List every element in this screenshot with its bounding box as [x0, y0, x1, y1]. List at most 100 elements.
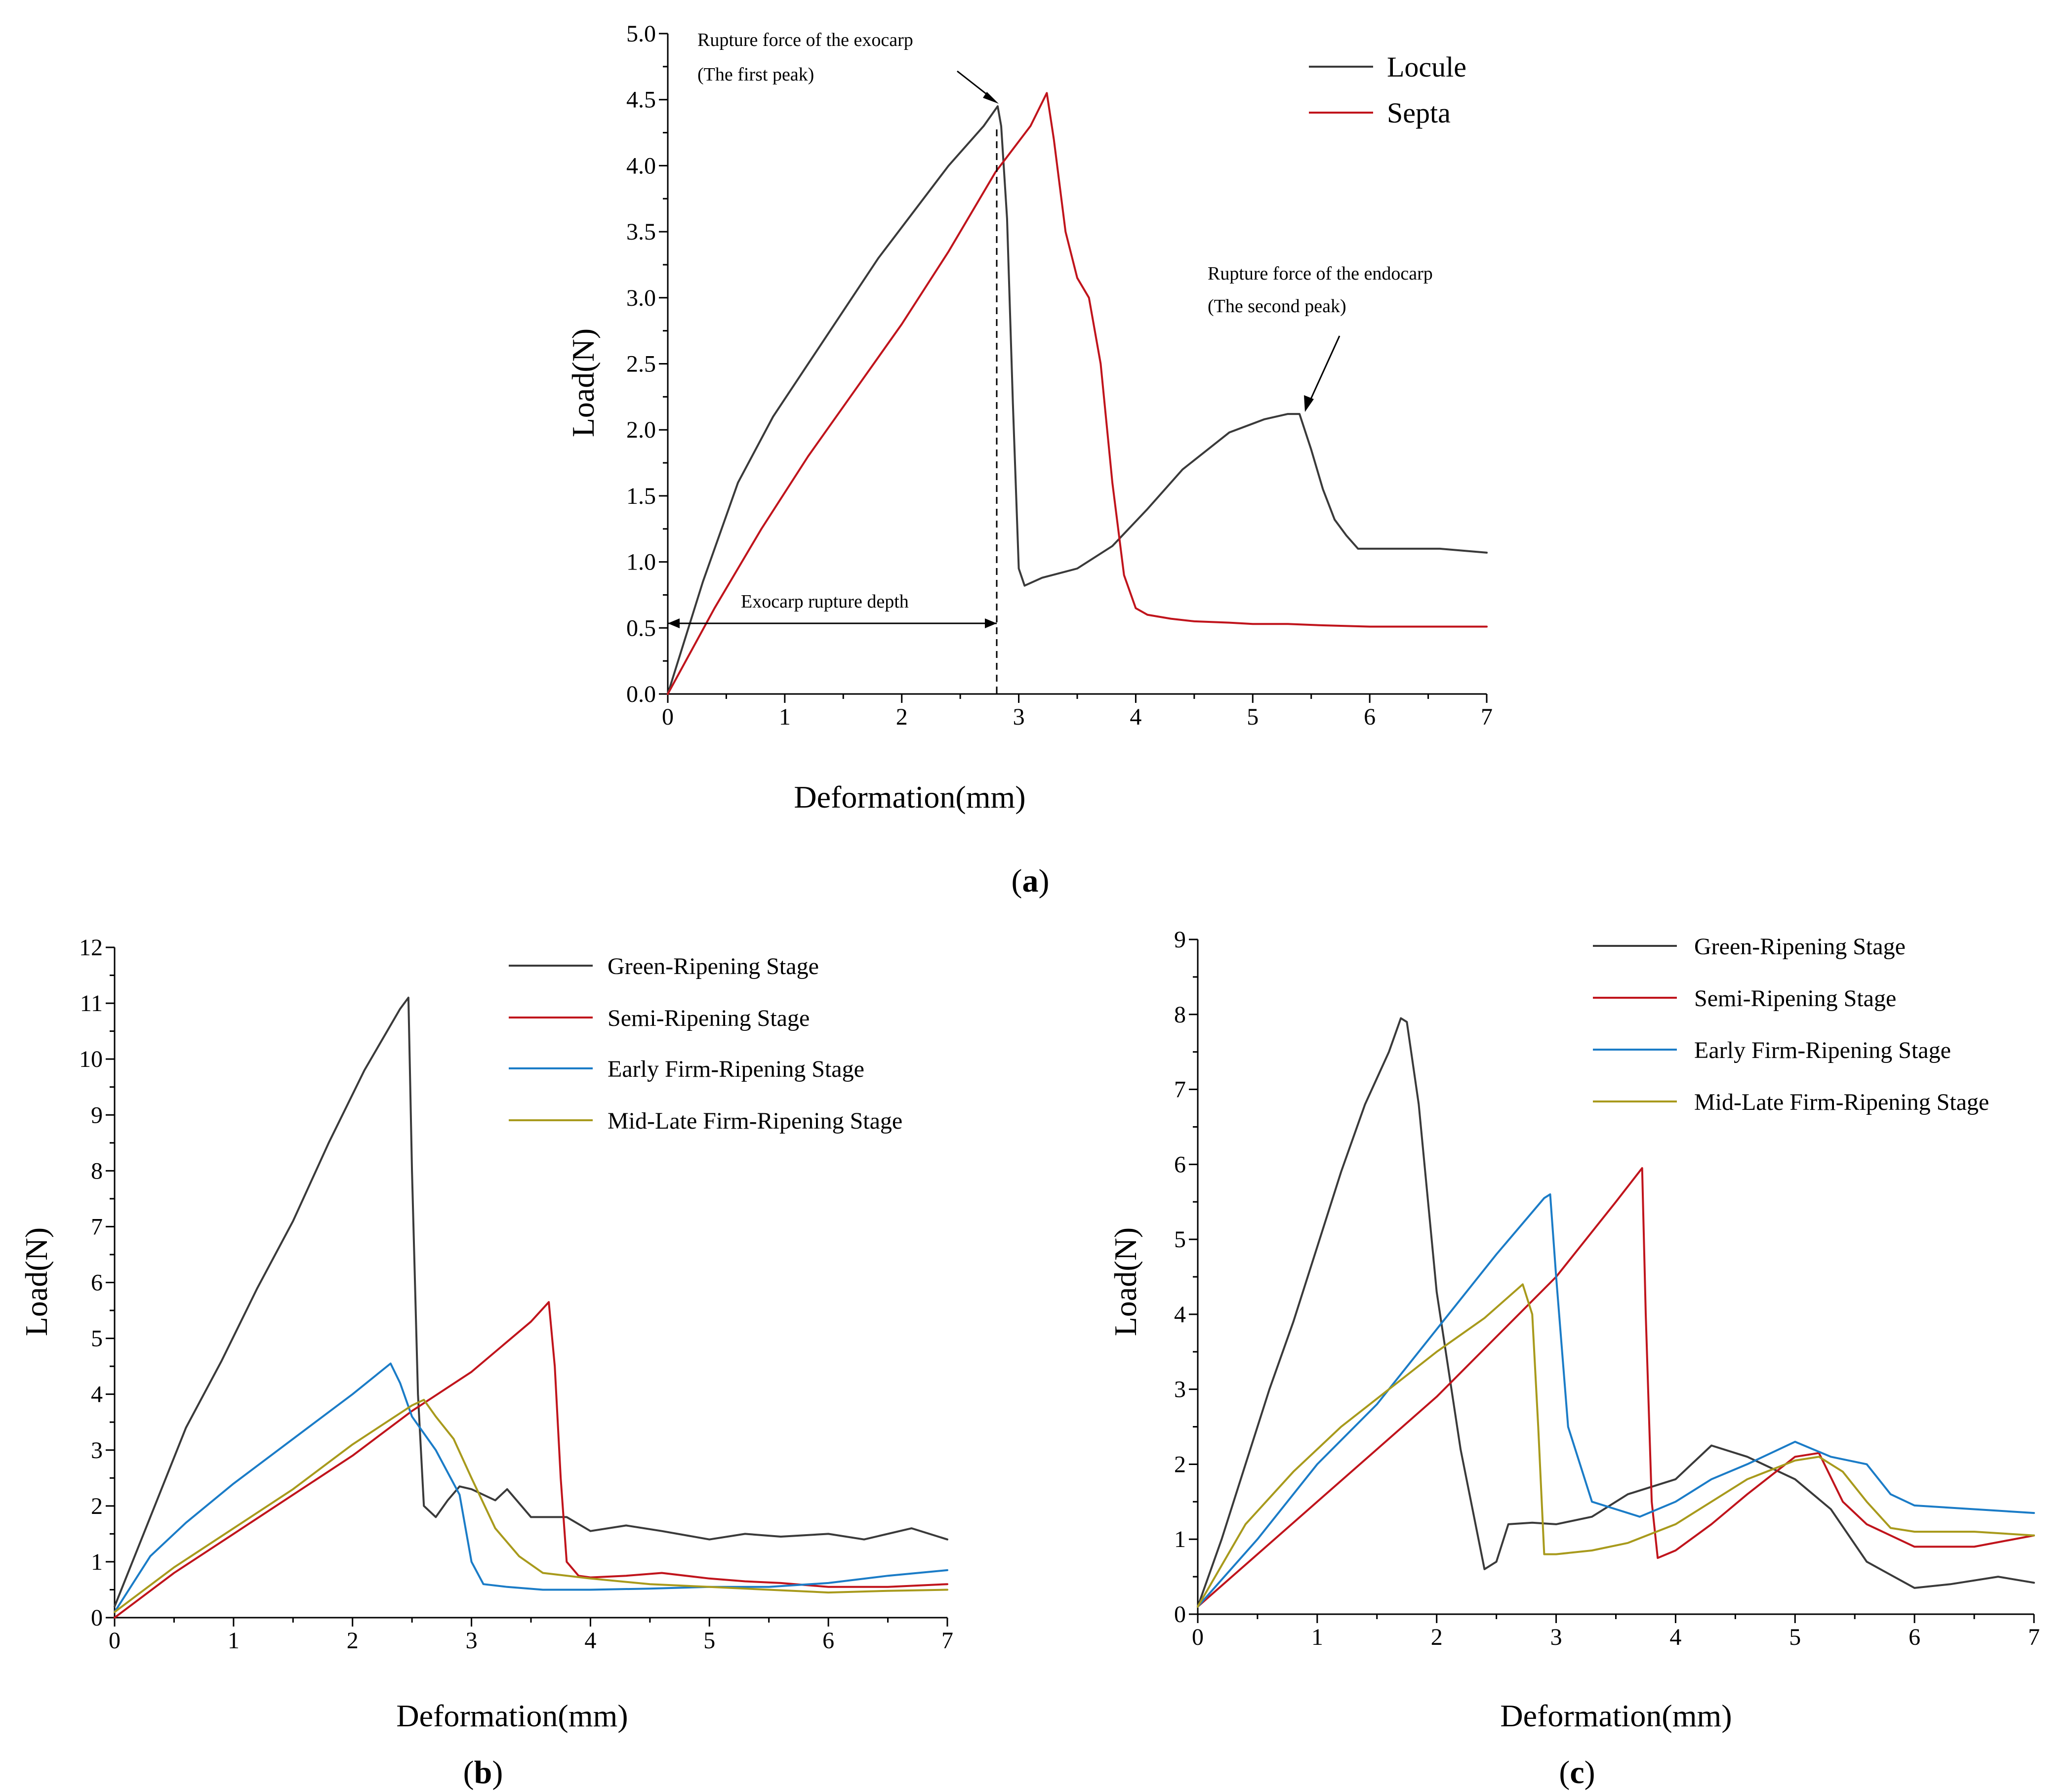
legend-label-septa: Septa: [1387, 97, 1451, 129]
y-tick-label: 10: [79, 1046, 103, 1072]
y-tick-label: 3: [1174, 1377, 1186, 1403]
x-tick-label: 4: [584, 1628, 596, 1654]
legend-label-semi: Semi-Ripening Stage: [1694, 985, 1896, 1012]
y-tick-label: 9: [91, 1102, 103, 1128]
rupture-depth-arrowhead-left: [668, 618, 680, 628]
annotation-second-peak-arrow: [1309, 335, 1341, 402]
y-tick-label: 2.0: [626, 417, 656, 443]
annotation-second-peak-line1: Rupture force of the endocarp: [1208, 263, 1433, 284]
y-tick-label: 2: [1174, 1451, 1186, 1477]
x-tick-label: 5: [703, 1628, 715, 1654]
y-tick-label: 4.5: [626, 87, 656, 113]
x-tick-label: 0: [662, 704, 674, 730]
x-tick-label: 6: [822, 1628, 834, 1654]
y-tick-label: 0.0: [626, 681, 656, 707]
y-axis-title: Load(N): [566, 328, 601, 437]
y-tick-label: 1: [1174, 1526, 1186, 1552]
legend: Green-Ripening Stage Semi-Ripening Stage…: [1593, 934, 1989, 1115]
y-tick-label: 2.5: [626, 351, 656, 377]
legend-label-green: Green-Ripening Stage: [1694, 934, 1906, 960]
x-axis-title: Deformation(mm): [396, 1698, 628, 1733]
panel-caption-b: (b): [463, 1754, 503, 1791]
y-tick-label: 1.0: [626, 549, 656, 575]
series-line-semi-ripening-stage: [114, 1301, 948, 1619]
y-tick-label: 1.5: [626, 483, 656, 509]
y-tick-label: 3.0: [626, 285, 656, 311]
y-tick-label: 8: [1174, 1002, 1186, 1028]
series-line-early-firm-ripening-stage: [114, 1362, 948, 1613]
y-tick-label: 5: [91, 1326, 103, 1352]
annotation-first-peak-line2: (The first peak): [697, 64, 814, 85]
x-tick-label: 4: [1130, 704, 1141, 730]
rupture-depth-label: Exocarp rupture depth: [741, 591, 909, 612]
x-tick-label: 2: [896, 704, 908, 730]
x-tick-label: 7: [2028, 1624, 2040, 1650]
y-tick-label: 5: [1174, 1226, 1186, 1253]
x-tick-label: 7: [1481, 704, 1493, 730]
annotation-first-peak-arrowhead: [983, 92, 999, 104]
y-tick-label: 7: [91, 1214, 103, 1240]
x-tick-label: 0: [1192, 1624, 1204, 1650]
y-tick-label: 12: [79, 935, 103, 961]
annotation-second-peak-line2: (The second peak): [1208, 296, 1346, 317]
x-tick-label: 4: [1669, 1624, 1681, 1650]
x-tick-label: 1: [228, 1628, 240, 1654]
series-line-semi-ripening-stage: [1197, 1167, 2035, 1608]
y-tick-label: 0.5: [626, 615, 656, 641]
y-tick-label: 7: [1174, 1077, 1186, 1103]
x-tick-label: 3: [1550, 1624, 1562, 1650]
x-tick-label: 6: [1364, 704, 1376, 730]
series-line-mid-late-firm-ripening-stage: [1197, 1283, 2035, 1608]
caption-letter: c: [1570, 1754, 1584, 1791]
series-line-green-ripening-stage: [1197, 1017, 2035, 1608]
y-tick-label: 4: [91, 1382, 103, 1408]
legend-label-locule: Locule: [1387, 51, 1466, 83]
legend: Locule Septa: [1309, 51, 1466, 129]
legend-label-mid-late-firm: Mid-Late Firm-Ripening Stage: [608, 1108, 902, 1134]
x-axis-title: Deformation(mm): [1500, 1698, 1732, 1733]
series-line-septa: [667, 92, 1488, 695]
y-tick-label: 6: [91, 1270, 103, 1296]
x-axis-title: Deformation(mm): [794, 779, 1025, 815]
y-axis-title: Load(N): [1108, 1227, 1143, 1336]
series-line-early-firm-ripening-stage: [1197, 1193, 2035, 1608]
x-tick-label: 1: [779, 704, 791, 730]
y-tick-label: 4: [1174, 1302, 1186, 1328]
x-tick-label: 3: [1013, 704, 1025, 730]
panel-caption-c: (c): [1559, 1754, 1595, 1791]
x-tick-label: 0: [109, 1628, 121, 1654]
y-tick-label: 11: [80, 990, 103, 1017]
y-tick-label: 4.0: [626, 153, 656, 179]
y-axis-title: Load(N): [19, 1227, 54, 1336]
caption-letter: b: [474, 1754, 492, 1791]
y-tick-label: 2: [91, 1493, 103, 1519]
x-tick-label: 1: [1311, 1624, 1323, 1650]
panel-a-chart: 0 1 2 3 4 5 6 7 0.0 0.5 1.0 1.5 2.0 2.5 3.0 3.5 4.0 4.5 5.…: [566, 21, 1493, 899]
caption-letter: a: [1022, 863, 1039, 899]
x-tick-label: 2: [347, 1628, 359, 1654]
series-line-locule: [667, 105, 1488, 695]
panel-caption-a: (a): [1012, 863, 1050, 899]
y-tick-label: 8: [91, 1158, 103, 1184]
x-tick-label: 2: [1431, 1624, 1443, 1650]
panel-c-chart: 0 1 2 3 4 5 6 7 0 1 2 3 4 5 6 7 8 9 Green-Ripening Stage …: [1108, 927, 2040, 1791]
series-line-green-ripening-stage: [114, 996, 948, 1608]
legend: Green-Ripening Stage Semi-Ripening Stage…: [509, 953, 902, 1134]
y-tick-label: 1: [91, 1549, 103, 1575]
series-line-mid-late-firm-ripening-stage: [114, 1399, 948, 1613]
x-tick-label: 7: [941, 1628, 953, 1654]
x-tick-label: 5: [1247, 704, 1259, 730]
legend-label-mid-late-firm: Mid-Late Firm-Ripening Stage: [1694, 1089, 1989, 1115]
annotation-first-peak-line1: Rupture force of the exocarp: [697, 30, 913, 50]
legend-label-green: Green-Ripening Stage: [608, 953, 819, 979]
x-tick-label: 5: [1789, 1624, 1801, 1650]
x-tick-label: 3: [466, 1628, 478, 1654]
legend-label-early-firm: Early Firm-Ripening Stage: [1694, 1037, 1951, 1063]
y-tick-label: 6: [1174, 1151, 1186, 1178]
y-tick-label: 3.5: [626, 219, 656, 245]
y-tick-label: 3: [91, 1437, 103, 1464]
legend-label-semi: Semi-Ripening Stage: [608, 1005, 810, 1031]
x-tick-label: 6: [1909, 1624, 1920, 1650]
